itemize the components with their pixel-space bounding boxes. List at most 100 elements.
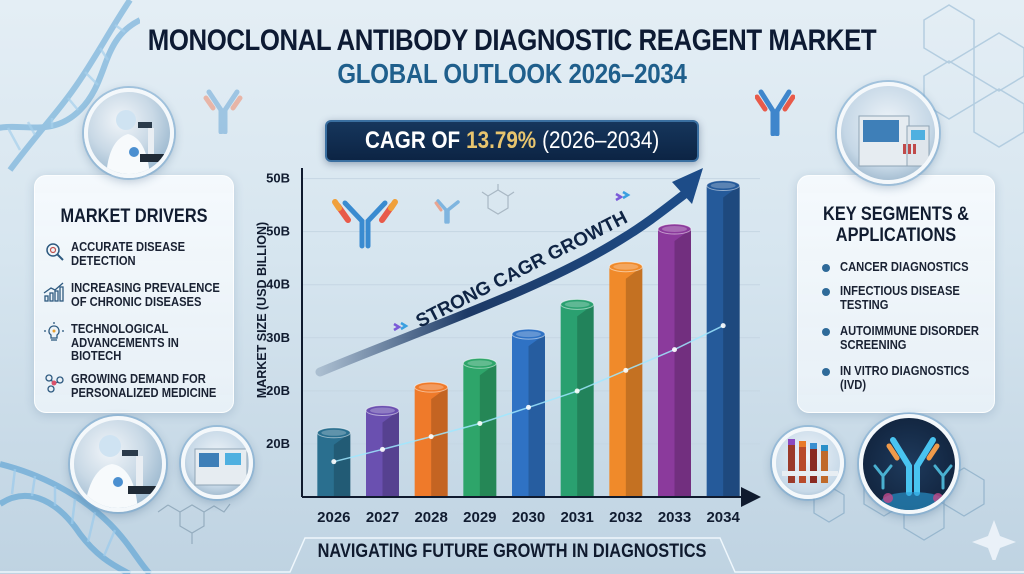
magnifier-target-icon — [46, 243, 64, 261]
trend-point — [477, 420, 483, 426]
bar-cap-highlight — [516, 331, 541, 338]
bar-cap-highlight — [613, 263, 639, 270]
key-segments-title: KEY SEGMENTS & APPLICATIONS — [812, 204, 981, 246]
scientist-icon — [106, 110, 164, 174]
bar-cap-highlight — [710, 182, 736, 189]
segment-item: INFECTIOUS DISEASE TESTING — [822, 284, 979, 312]
bar-cap-highlight — [321, 429, 347, 436]
antibody-icon-chart-large — [332, 199, 398, 249]
bullet-icon — [822, 288, 830, 296]
lightbulb-icon — [44, 322, 64, 341]
x-tick-label: 2034 — [706, 509, 740, 526]
antibody-icon-chart-small — [434, 199, 460, 224]
cagr-banner: CAGR OF 13.79% (2026–2034) — [325, 120, 699, 162]
analyzer-machine-photo-top — [837, 82, 939, 184]
y-tick-label: 20B — [266, 383, 290, 398]
bar-shade — [674, 229, 691, 497]
trend-point — [428, 434, 434, 440]
y-tick-label: 20B — [266, 436, 290, 451]
cagr-period: (2026–2034) — [542, 127, 660, 154]
trend-point — [526, 404, 531, 410]
bar-body — [463, 363, 497, 497]
bar-body — [366, 410, 399, 497]
segment-text-line: INFECTIOUS DISEASE — [840, 283, 960, 298]
segment-item: IN VITRO DIAGNOSTICS (IVD) — [822, 364, 990, 392]
trend-point — [623, 367, 629, 373]
test-tubes-photo — [772, 427, 844, 499]
footer-tagline: NAVIGATING FUTURE GROWTH IN DIAGNOSTICS — [317, 541, 707, 562]
trend-point — [331, 459, 337, 465]
driver-item: TECHNOLOGICAL ADVANCEMENTS IN BIOTECH — [43, 322, 196, 363]
cagr-prefix: CAGR OF — [364, 127, 461, 154]
bar-body — [414, 387, 448, 497]
page-subtitle: GLOBAL OUTLOOK 2026–2034 — [337, 58, 687, 89]
y-axis-label: MARKET SIZE (USD BILLION) — [255, 222, 269, 398]
bar-cap — [365, 405, 400, 417]
bar-2031 — [560, 298, 595, 497]
lab-analyzer-icon — [858, 115, 930, 167]
segment-text-line: IN VITRO DIAGNOSTICS — [840, 363, 970, 378]
driver-item: GROWING DEMAND FOR PERSONALIZED MEDICINE — [43, 372, 240, 399]
dna-helix-top-left-decoration — [0, 0, 140, 172]
driver-text-line: BIOTECH — [71, 348, 122, 363]
scientist-microscope-photo-bottom — [70, 416, 166, 512]
x-tick-label: 2027 — [366, 509, 399, 526]
bar-2029 — [462, 357, 497, 497]
molecule-decoration — [157, 503, 231, 544]
personalized-medicine-icon — [45, 374, 64, 393]
driver-text-line: PERSONALIZED MEDICINE — [71, 384, 217, 400]
bar-2030 — [511, 328, 546, 497]
scientist-microscope-photo-top — [84, 88, 174, 178]
bar-cap — [414, 381, 449, 393]
driver-text-line: GROWING DEMAND FOR — [71, 371, 206, 386]
growth-arrow-head — [672, 168, 703, 204]
x-tick-label: 2030 — [512, 509, 545, 526]
molecule-icon-chart — [481, 184, 515, 215]
y-tick-label: 30B — [266, 330, 290, 345]
test-tubes-icon — [782, 439, 838, 483]
trend-point — [380, 446, 385, 452]
bar-body — [706, 185, 740, 497]
bar-2033 — [657, 223, 692, 497]
bar-cap-highlight — [662, 226, 687, 233]
bar-body — [560, 304, 594, 497]
bar-body — [317, 432, 351, 497]
driver-text-line: ACCURATE DISEASE — [71, 239, 186, 254]
bullet-icon — [822, 264, 830, 272]
driver-text-line: TECHNOLOGICAL — [71, 321, 169, 336]
growth-arrow — [315, 185, 695, 377]
dna-helix-bottom-left-decoration — [0, 461, 153, 574]
x-tick-label: 2029 — [463, 509, 496, 526]
bar-body — [658, 229, 691, 497]
bar-2028 — [414, 381, 449, 497]
chevron-decoration — [393, 190, 631, 332]
segment-text-line: (IVD) — [840, 377, 867, 392]
bar-shade — [577, 304, 594, 497]
bar-cap — [462, 357, 497, 369]
lab-analyzer-icon — [194, 448, 248, 486]
page-title: MONOCLONAL ANTIBODY DIAGNOSTIC REAGENT M… — [147, 24, 877, 57]
bar-cap-highlight — [370, 407, 395, 414]
y-tick-label: 50B — [266, 171, 290, 186]
bullet-icon — [822, 368, 830, 376]
bar-cap — [560, 298, 595, 310]
bar-cap-highlight — [467, 360, 493, 367]
footer-frame — [0, 537, 1024, 573]
driver-text-line: DETECTION — [71, 252, 136, 268]
cagr-value: 13.79% — [466, 127, 537, 154]
x-tick-label: 2028 — [414, 509, 447, 526]
driver-item: INCREASING PREVALENCE OF CHRONIC DISEASES — [43, 281, 244, 308]
driver-text-line: ADVANCEMENTS IN — [71, 334, 179, 350]
x-tick-label: 2032 — [609, 509, 642, 526]
bar-shade — [382, 410, 399, 497]
driver-text-line: INCREASING PREVALENCE — [71, 280, 220, 295]
x-tick-label: 2026 — [317, 509, 350, 526]
bar-cap — [706, 180, 741, 192]
rising-chart-icon — [43, 282, 64, 302]
trend-point — [672, 347, 677, 353]
segment-text-line: SCREENING — [840, 337, 907, 352]
segment-text-line: AUTOIMMUNE DISORDER — [840, 323, 979, 338]
driver-item: ACCURATE DISEASE DETECTION — [43, 240, 204, 267]
bar-cap — [511, 328, 546, 340]
y-tick-label: 50B — [266, 224, 290, 239]
